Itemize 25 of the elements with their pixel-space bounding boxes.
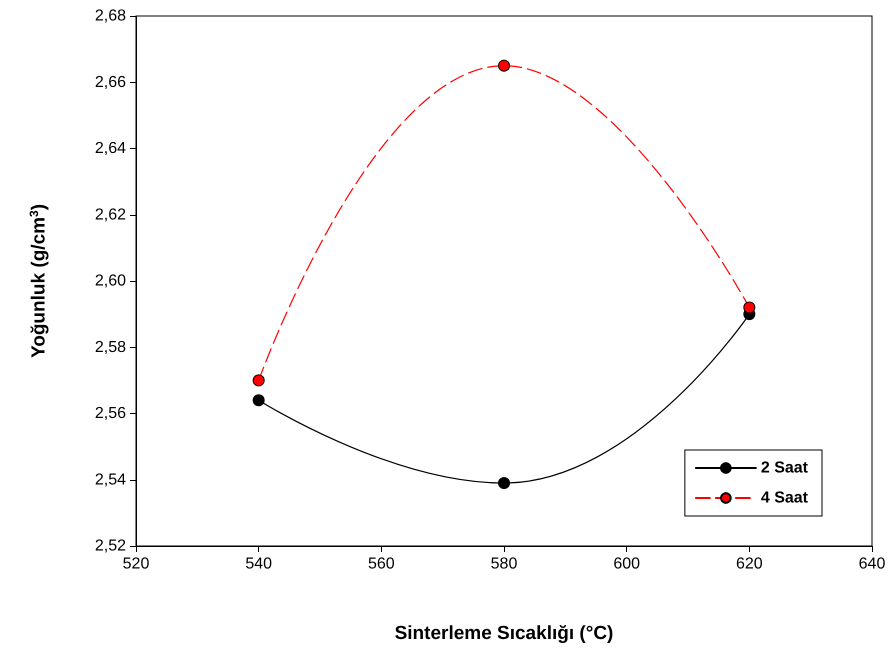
y-tick-label: 2,56 [94, 405, 126, 422]
x-tick-label: 600 [613, 556, 640, 572]
point [743, 302, 756, 314]
x-tick-label: 620 [736, 556, 763, 572]
y-tick-label: 2,68 [94, 8, 126, 24]
y-tick-label: 2,66 [94, 74, 126, 91]
x-tick-label: 540 [245, 556, 272, 572]
y-axis-title: Yoğunluk (g/cm3) [27, 204, 50, 358]
x-tick-label: 580 [490, 556, 518, 572]
y-tick-label: 2,64 [94, 140, 126, 157]
y-tick-label: 2,54 [94, 471, 126, 488]
legend-label: 4 Saat [760, 490, 809, 506]
point [252, 374, 265, 386]
y-tick-label: 2,62 [94, 206, 126, 224]
x-axis-title: Sinterleme Sıcaklığı (°C) [394, 623, 614, 644]
legend-label: 2 Saat [760, 460, 809, 476]
x-tick-label: 520 [122, 556, 150, 572]
y-tick-label: 2,52 [94, 538, 126, 554]
point [498, 60, 510, 72]
x-tick-label: 560 [368, 556, 395, 572]
point [498, 477, 510, 490]
y-tick-label: 2,58 [94, 338, 126, 356]
point [252, 394, 265, 406]
x-tick-label: 640 [858, 556, 886, 572]
y-tick-label: 2,60 [94, 272, 126, 290]
